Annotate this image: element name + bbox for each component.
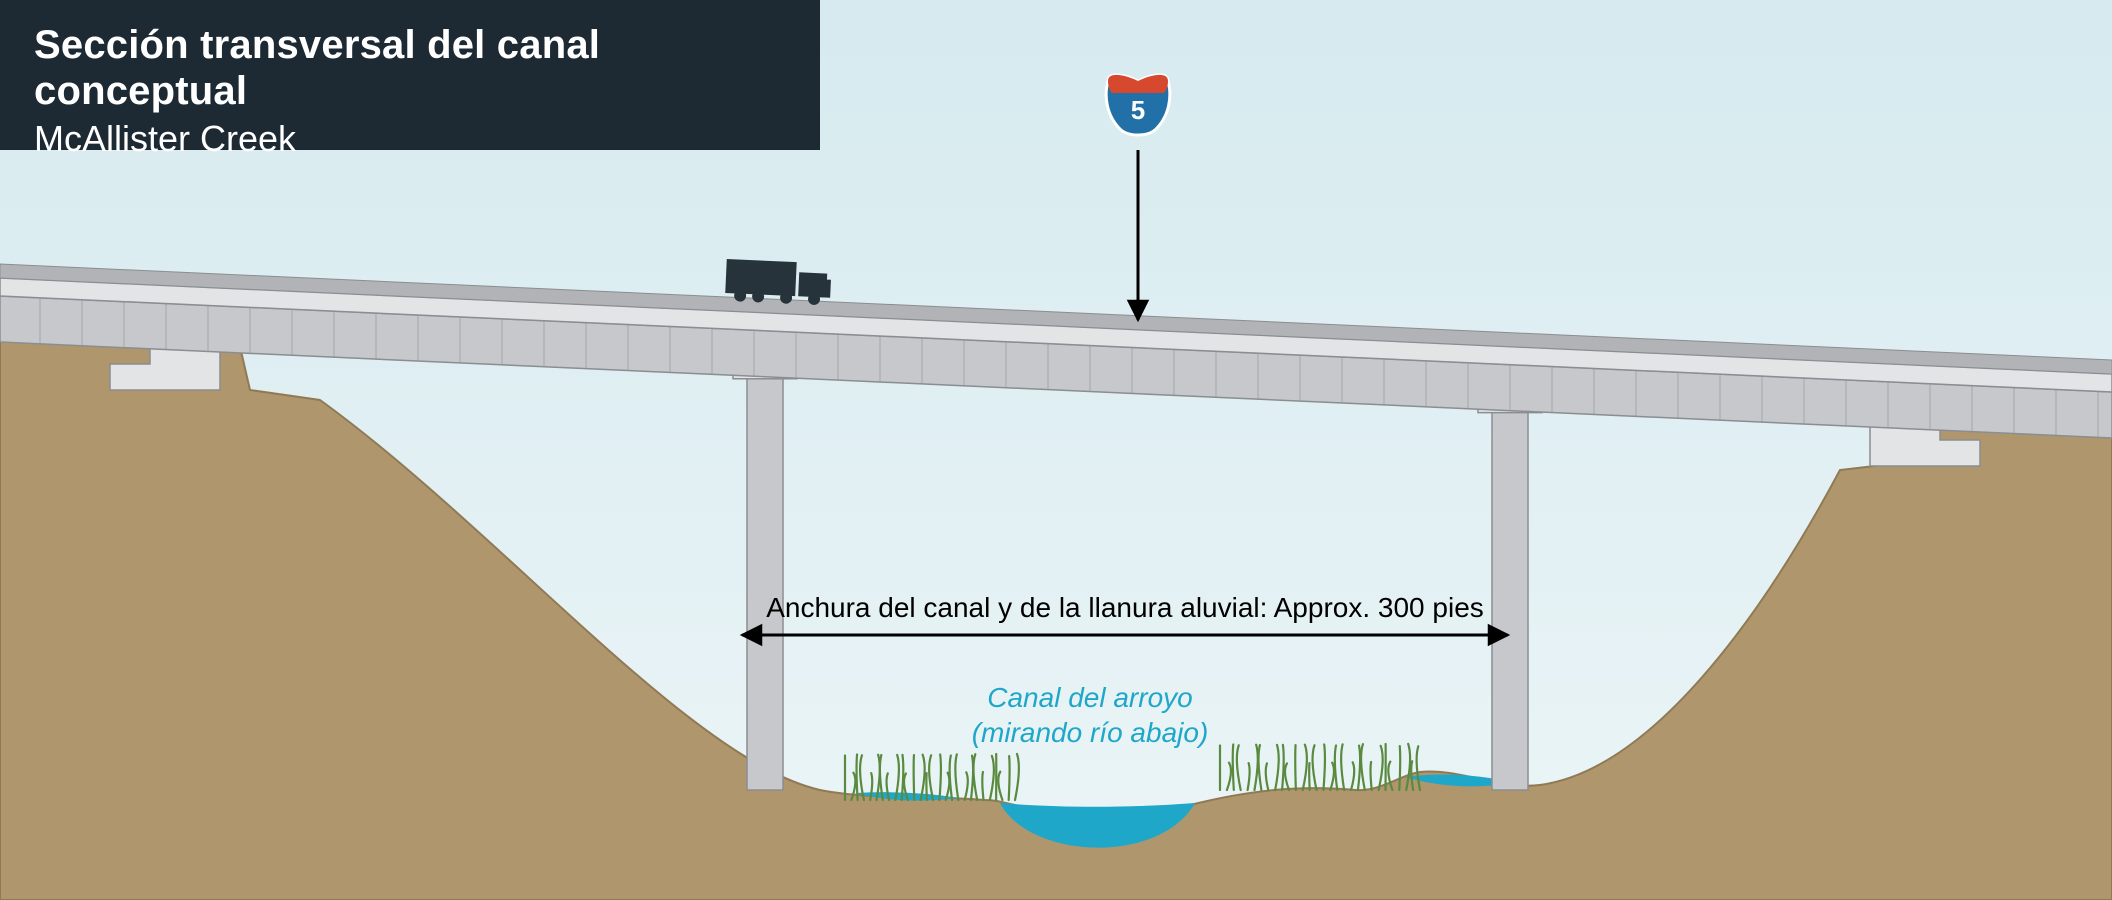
creek-label-line1: Canal del arroyo [987, 682, 1192, 713]
title-sub: McAllister Creek [34, 116, 772, 161]
width-label: Anchura del canal y de la llanura aluvia… [725, 592, 1525, 624]
title-box: Sección transversal del canal conceptual… [0, 0, 820, 150]
interstate-number: 5 [1108, 95, 1168, 126]
title-main: Sección transversal del canal conceptual [34, 22, 772, 114]
creek-label: Canal del arroyo (mirando río abajo) [840, 680, 1340, 750]
diagram-stage: Sección transversal del canal conceptual… [0, 0, 2112, 900]
creek-label-line2: (mirando río abajo) [972, 717, 1209, 748]
